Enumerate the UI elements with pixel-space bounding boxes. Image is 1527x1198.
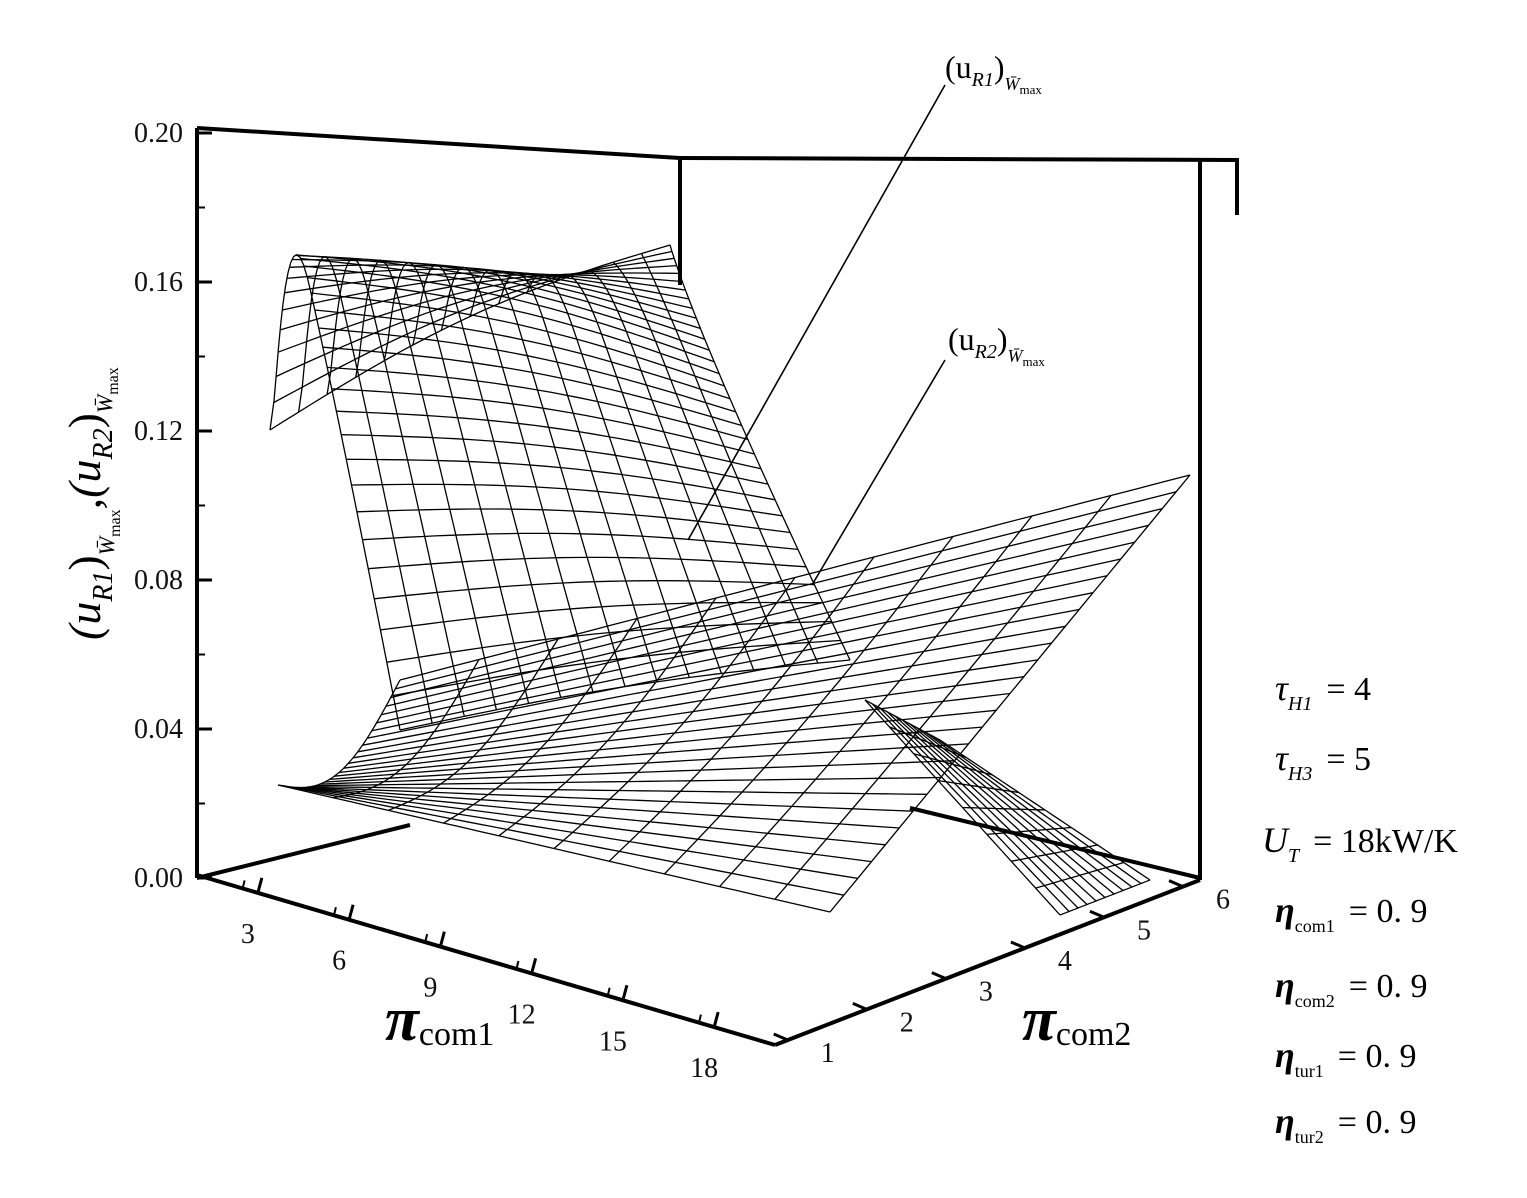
- uR1-v-line: [584, 270, 755, 671]
- z-axis-title: (uR1)W̄max,(uR2)W̄max: [59, 367, 124, 640]
- y-tick-mark: [852, 1001, 868, 1011]
- uR1-u-line: [284, 272, 686, 294]
- param-eta-com2: ηcom2 = 0. 9: [1275, 965, 1427, 1011]
- uR1-v-line: [440, 266, 594, 692]
- x-tick-label: 6: [332, 946, 346, 977]
- annotation-uR1: (uR1)W̄max: [687, 49, 1042, 541]
- x-tick-label: 18: [690, 1053, 718, 1084]
- svg-text:(uR1)W̄max: (uR1)W̄max: [945, 49, 1042, 97]
- surface-uR1: [269, 244, 851, 731]
- x-axis-ticks: 3 6 9 12 15 18: [241, 877, 720, 1084]
- x-axis-title: πcom1: [385, 986, 494, 1054]
- parameter-list: τH1 = 4 τH3 = 5 UT = 18kW/K ηcom1 = 0. 9 ηco…: [1262, 668, 1458, 1147]
- z-tick-label: 0.08: [134, 565, 183, 596]
- uR1-v-line: [612, 261, 787, 667]
- uR2-v-line: [663, 536, 954, 875]
- uR2-tail-v-line: [864, 699, 941, 741]
- uR1-u-line: [386, 620, 832, 663]
- uR2-tail-v-line: [889, 726, 967, 759]
- x-minor-tick: [515, 960, 520, 970]
- y-tick-mark: [1010, 940, 1026, 950]
- uR1-v-line: [355, 259, 498, 710]
- z-tick-label: 0.12: [134, 416, 183, 447]
- x-tick-mark: [256, 877, 264, 894]
- uR2-v-line: [608, 556, 875, 862]
- x-minor-tick: [424, 933, 429, 943]
- y-tick-label: 1: [821, 1038, 835, 1069]
- z-tick-label: 0.04: [134, 714, 183, 745]
- param-eta-tur2: ηtur2 = 0. 9: [1275, 1101, 1416, 1147]
- uR1-v-line: [526, 273, 690, 678]
- svg-text:(uR1)W̄max,(uR2)W̄max: (uR1)W̄max,(uR2)W̄max: [59, 367, 124, 640]
- uR2-v-line: [553, 577, 796, 849]
- y-tick-mark: [1089, 909, 1105, 919]
- x-tick-label: 12: [508, 999, 536, 1030]
- uR1-u-line: [327, 366, 749, 441]
- uR2-v-line: [277, 679, 401, 789]
- svg-text:(uR2)W̄max: (uR2)W̄max: [948, 321, 1045, 369]
- x-tick-mark: [347, 904, 355, 921]
- uR1-v-line: [469, 269, 626, 687]
- uR2-tail-v-line: [1011, 844, 1098, 862]
- y-tick-label: 3: [979, 977, 993, 1008]
- plot-frame: [195, 126, 1239, 1047]
- uR2-tail-v-line: [1035, 861, 1124, 889]
- uR1-v-line: [269, 253, 401, 731]
- z-axis-ticks: 0.00 0.04 0.08 0.12 0.16 0.20: [134, 118, 212, 894]
- uR1-v-line: [297, 255, 433, 724]
- param-tauH1: τH1 = 4: [1275, 668, 1371, 715]
- param-tauH3: τH3 = 5: [1275, 738, 1371, 785]
- y-tick-label: 2: [900, 1007, 914, 1038]
- uR2-tail-v-line: [986, 826, 1072, 836]
- x-tick-mark: [438, 931, 446, 947]
- uR2-tail-v-line: [938, 779, 1019, 794]
- uR2-tail-v-line: [1059, 879, 1151, 916]
- uR2-v-line: [774, 495, 1112, 900]
- x-minor-tick: [332, 907, 337, 916]
- uR1-v-line: [412, 264, 562, 698]
- param-UT: UT = 18kW/K: [1262, 820, 1458, 867]
- uR2-v-line: [443, 618, 638, 824]
- param-eta-tur1: ηtur1 = 0. 9: [1275, 1035, 1416, 1081]
- annotation-uR2: (uR2)W̄max: [811, 321, 1045, 586]
- y-axis-title: πcom2: [1022, 986, 1131, 1054]
- uR1-v-line: [555, 273, 723, 674]
- x-tick-label: 3: [241, 919, 255, 950]
- y-tick-label: 6: [1216, 885, 1230, 916]
- x-minor-tick: [606, 987, 611, 997]
- x-tick-mark: [621, 984, 629, 1001]
- y-axis-ticks: 1 2 3 4 5 6: [773, 879, 1230, 1069]
- x-minor-tick: [697, 1014, 702, 1023]
- x-minor-tick: [241, 880, 246, 889]
- y-tick-mark: [931, 971, 947, 981]
- surface-uR2: [277, 474, 1191, 916]
- uR2-v-line: [333, 659, 480, 799]
- uR2-v-line: [829, 474, 1191, 913]
- uR2-v-line: [719, 515, 1033, 888]
- uR1-u-line: [310, 292, 725, 387]
- uR1-v-line: [640, 253, 819, 664]
- uR2-tail-v-line: [913, 753, 993, 776]
- x-tick-mark: [712, 1011, 720, 1028]
- x-tick-label: 9: [423, 973, 437, 1004]
- uR2-v-line: [388, 638, 559, 811]
- z-tick-label: 0.00: [134, 863, 183, 894]
- y-tick-label: 4: [1058, 946, 1072, 977]
- y-tick-label: 5: [1137, 915, 1151, 946]
- z-tick-label: 0.16: [134, 267, 183, 298]
- uR2-tail-v-line: [962, 806, 1046, 811]
- uR1-v-line: [326, 258, 465, 717]
- uR1-v-line: [497, 271, 658, 682]
- uR1-v-line: [383, 261, 530, 704]
- uR2-v-line: [498, 597, 717, 837]
- z-tick-label: 0.20: [134, 118, 183, 149]
- x-tick-mark: [530, 958, 538, 974]
- y-tick-mark: [1168, 879, 1184, 888]
- x-tick-label: 15: [599, 1026, 627, 1057]
- y-tick-mark: [773, 1032, 789, 1042]
- uR1-v-line: [669, 244, 851, 661]
- param-eta-com1: ηcom1 = 0. 9: [1275, 890, 1427, 936]
